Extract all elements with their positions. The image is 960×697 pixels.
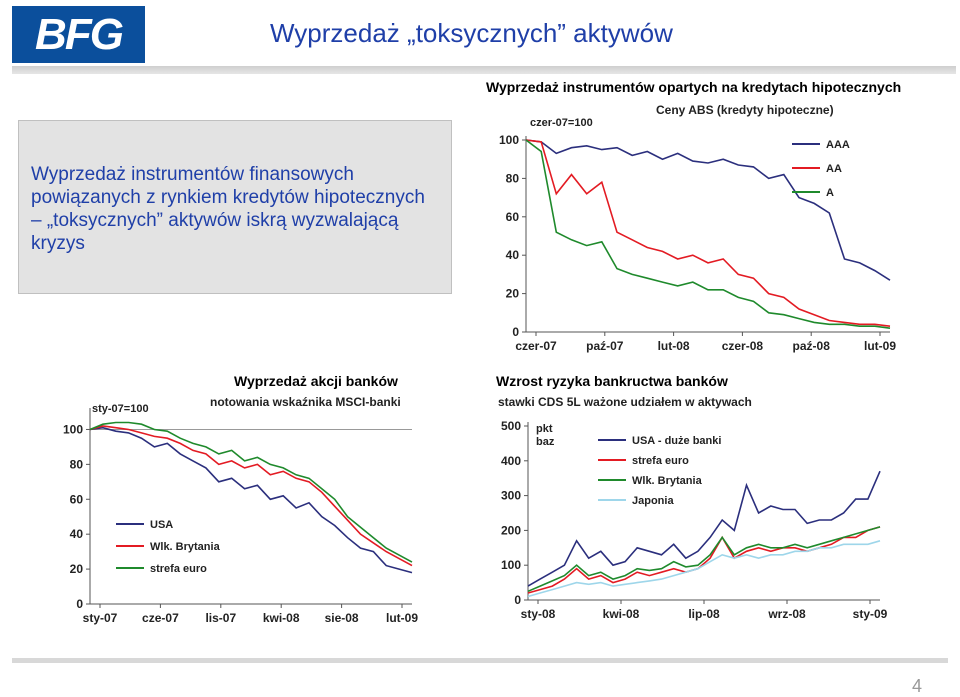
y-tick-label: 80	[506, 171, 520, 185]
chart-subtitle: Ceny ABS (kredyty hipoteczne)	[656, 103, 834, 117]
chart-subtitle: notowania wskaźnika MSCI-banki	[210, 395, 401, 409]
summary-textbox: Wyprzedaż instrumentów finansowych powią…	[18, 120, 452, 294]
legend-label: Japonia	[632, 495, 674, 507]
slide-title: Wyprzedaż „toksycznych” aktywów	[270, 18, 673, 48]
chart-abs-prices: Wyprzedaż instrumentów opartych na kredy…	[482, 78, 902, 358]
series-line-1	[89, 425, 413, 567]
chart-svg: Wyprzedaż instrumentów opartych na kredy…	[486, 79, 901, 353]
chart-title: Wzrost ryzyka bankructwa banków	[496, 373, 728, 389]
legend-label: AA	[826, 163, 842, 175]
legend-label: strefa euro	[150, 563, 207, 575]
x-tick-label: sie-08	[325, 611, 359, 625]
y-tick-label: 40	[70, 527, 84, 541]
series-line-0	[89, 426, 413, 574]
series-line-2	[525, 139, 891, 329]
x-tick-label: sty-07	[83, 611, 118, 625]
y-tick-label: 60	[70, 492, 84, 506]
y-tick-label: 60	[506, 210, 520, 224]
x-tick-label: lut-08	[658, 339, 690, 353]
y-tick-label: 300	[501, 489, 521, 503]
chart-svg: Wyprzedaż akcji banków notowania wskaźnik…	[63, 373, 418, 625]
x-tick-label: kwi-08	[263, 611, 300, 625]
x-tick-label: cze-07	[142, 611, 179, 625]
series-line-2	[527, 526, 881, 593]
title-divider	[12, 66, 956, 74]
series-line-1	[525, 139, 891, 327]
legend-label: AAA	[826, 139, 850, 151]
y-tick-label: 100	[63, 422, 83, 436]
chart-bank-cds: Wzrost ryzyka bankructwa banków stawki CD…	[492, 372, 892, 634]
x-tick-label: lut-09	[864, 339, 896, 353]
series-line-0	[525, 139, 891, 281]
y-tick-label: 0	[76, 597, 83, 611]
x-tick-label: lip-08	[688, 607, 720, 621]
chart-bank-stocks: Wyprzedaż akcji banków notowania wskaźnik…	[56, 372, 436, 634]
chart-note: sty-07=100	[92, 403, 149, 415]
chart-note: czer-07=100	[530, 117, 593, 129]
legend-label: A	[826, 187, 834, 199]
summary-text: Wyprzedaż instrumentów finansowych powią…	[31, 164, 425, 254]
x-tick-label: lis-07	[205, 611, 236, 625]
legend-label: USA - duże banki	[632, 435, 721, 447]
legend-label: strefa euro	[632, 455, 689, 467]
y-tick-label: 40	[506, 248, 520, 262]
bfg-logo: BFG	[12, 6, 145, 63]
series-line-0	[527, 470, 881, 587]
y-tick-label: 20	[70, 562, 84, 576]
y-tick-label: 100	[501, 558, 521, 572]
chart-subtitle: stawki CDS 5L ważone udziałem w aktywach	[498, 395, 752, 409]
series-line-2	[89, 421, 413, 563]
legend-label: Wlk. Brytania	[632, 475, 703, 487]
series-line-3	[527, 540, 881, 598]
y-tick-label: 500	[501, 419, 521, 433]
y-axis-label: baz	[536, 436, 555, 448]
x-tick-label: sty-08	[521, 607, 556, 621]
x-tick-label: wrz-08	[767, 607, 806, 621]
page-number: 4	[911, 676, 922, 696]
y-tick-label: 80	[70, 457, 84, 471]
chart-svg: Wzrost ryzyka bankructwa banków stawki CD…	[496, 373, 888, 621]
x-tick-label: czer-08	[722, 339, 764, 353]
x-tick-label: czer-07	[515, 339, 557, 353]
chart-title: Wyprzedaż instrumentów opartych na kredy…	[486, 79, 901, 95]
chart-title: Wyprzedaż akcji banków	[234, 373, 398, 389]
footer-divider	[12, 658, 948, 663]
y-tick-label: 100	[499, 133, 519, 147]
y-axis-label: pkt	[536, 423, 553, 435]
y-tick-label: 20	[506, 287, 520, 301]
x-tick-label: kwi-08	[603, 607, 640, 621]
y-tick-label: 0	[512, 325, 519, 339]
x-tick-label: sty-09	[853, 607, 888, 621]
legend-label: Wlk. Brytania	[150, 541, 221, 553]
y-tick-label: 400	[501, 454, 521, 468]
logo-text: BFG	[35, 9, 124, 59]
x-tick-label: lut-09	[386, 611, 418, 625]
y-tick-label: 0	[514, 593, 521, 607]
legend-label: USA	[150, 519, 173, 531]
x-tick-label: paź-07	[586, 339, 624, 353]
y-tick-label: 200	[501, 523, 521, 537]
x-tick-label: paź-08	[793, 339, 831, 353]
